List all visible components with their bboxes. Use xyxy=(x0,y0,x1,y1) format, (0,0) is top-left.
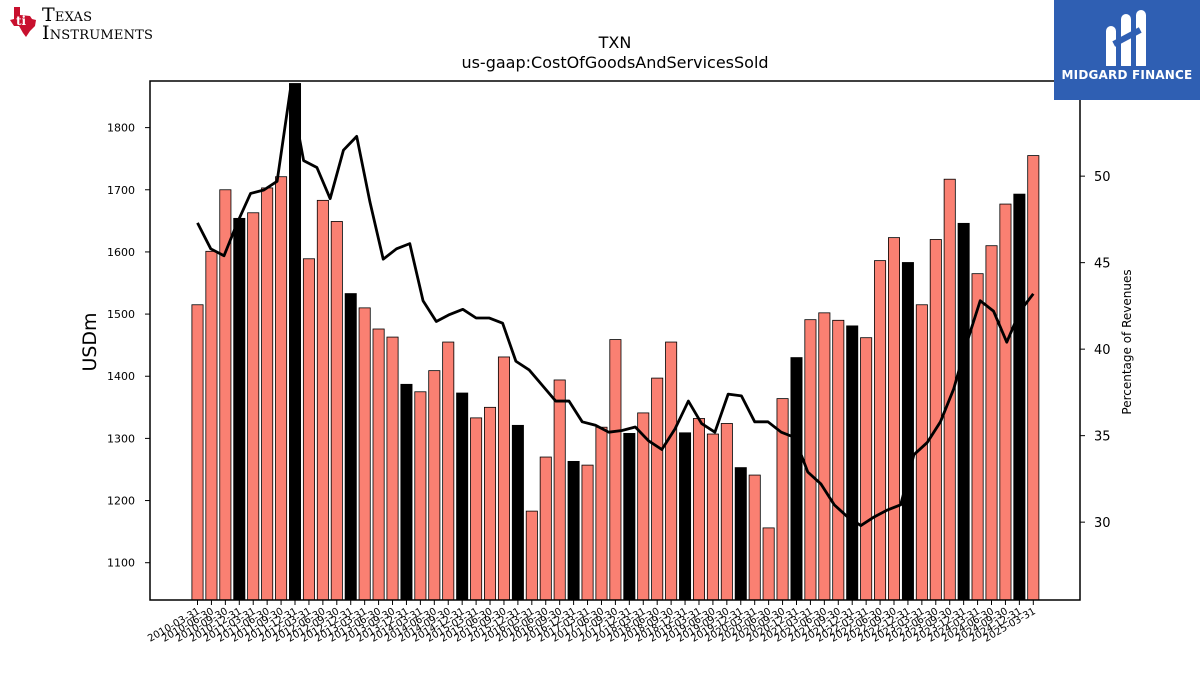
bar-12 xyxy=(358,307,371,601)
bar-37 xyxy=(706,433,719,601)
bar-18 xyxy=(442,341,455,601)
bar-35 xyxy=(679,432,692,601)
bar-55 xyxy=(957,222,970,601)
bar-36 xyxy=(692,418,705,601)
x-axis: 2010-03-312010-06-302010-09-302010-12-31… xyxy=(146,600,1038,645)
bar-3 xyxy=(233,217,246,601)
bar-34 xyxy=(665,341,678,601)
logo-line-1: Texas xyxy=(42,4,93,26)
y2-tick-label-2: 40 xyxy=(1094,343,1111,358)
bar-21 xyxy=(484,406,497,601)
y-tick-label-4: 1500 xyxy=(107,308,135,321)
svg-text:ti: ti xyxy=(16,14,27,28)
bar-24 xyxy=(525,510,538,601)
bar-0 xyxy=(191,304,204,601)
bar-9 xyxy=(316,199,329,601)
bar-47 xyxy=(846,325,859,601)
bar-60 xyxy=(1027,155,1040,601)
bar-59 xyxy=(1013,193,1026,601)
bar-7 xyxy=(289,83,302,601)
y2-axis-label: Percentage of Revenues xyxy=(1120,269,1134,414)
y-tick-label-0: 1100 xyxy=(107,557,135,570)
midgard-finance-wordmark: MIDGARD FINANCE xyxy=(1061,68,1193,82)
bar-45 xyxy=(818,312,831,601)
bar-30 xyxy=(609,339,622,601)
bar-15 xyxy=(400,383,413,601)
y2-tick-label-3: 45 xyxy=(1094,257,1111,272)
percentage-line xyxy=(196,88,1035,528)
y2-tick-label-1: 35 xyxy=(1094,430,1111,445)
bar-39 xyxy=(734,467,747,601)
texas-state-icon: ti xyxy=(10,7,36,37)
chart-title: TXN xyxy=(598,33,632,52)
bar-53 xyxy=(929,239,942,601)
chart-subtitle: us-gaap:CostOfGoodsAndServicesSold xyxy=(461,53,768,72)
y2-tick-label-4: 50 xyxy=(1094,170,1111,185)
bar-46 xyxy=(832,319,845,601)
bar-5 xyxy=(261,187,274,601)
y-axis-right: 303540455055 xyxy=(1080,84,1111,531)
bar-26 xyxy=(553,379,566,601)
bar-44 xyxy=(804,319,817,601)
bar-41 xyxy=(762,527,775,601)
bar-22 xyxy=(497,356,510,601)
bar-6 xyxy=(275,176,288,601)
y-tick-label-7: 1800 xyxy=(107,122,135,135)
bar-43 xyxy=(790,357,803,601)
y2-tick-label-0: 30 xyxy=(1094,516,1111,531)
y-tick-label-6: 1700 xyxy=(107,184,135,197)
bar-33 xyxy=(651,377,664,601)
bar-20 xyxy=(470,417,483,601)
y-axis-label: USDm xyxy=(79,312,101,371)
bar-8 xyxy=(302,258,315,601)
texas-instruments-logo: ti Texas Instruments xyxy=(8,4,154,44)
bar-58 xyxy=(999,203,1012,601)
bar-49 xyxy=(874,260,887,601)
midgard-finance-logo: MIDGARD FINANCE xyxy=(1054,0,1200,100)
bar-13 xyxy=(372,328,385,601)
bar-16 xyxy=(414,391,427,601)
bar-50 xyxy=(888,237,901,601)
bar-48 xyxy=(860,337,873,601)
y-tick-label-3: 1400 xyxy=(107,370,135,383)
bar-38 xyxy=(720,423,733,601)
bar-27 xyxy=(567,460,580,601)
bar-57 xyxy=(985,245,998,601)
bar-51 xyxy=(901,262,914,601)
bar-29 xyxy=(595,426,608,601)
y-tick-label-5: 1600 xyxy=(107,246,135,259)
bar-11 xyxy=(344,293,357,601)
bar-17 xyxy=(428,370,441,601)
bar-14 xyxy=(386,336,399,601)
bar-4 xyxy=(247,212,260,601)
logo-line-2: Instruments xyxy=(42,22,154,44)
y-tick-label-1: 1200 xyxy=(107,495,135,508)
bar-31 xyxy=(623,433,636,601)
y-tick-label-2: 1300 xyxy=(107,432,135,445)
bar-23 xyxy=(511,424,524,601)
bar-28 xyxy=(581,464,594,601)
bar-1 xyxy=(205,250,218,601)
bar-19 xyxy=(456,392,469,601)
midgard-emblem-icon xyxy=(1106,10,1146,70)
bar-10 xyxy=(330,221,343,601)
bar-40 xyxy=(748,474,761,601)
y-axis-left: 1100 1200 1300 1400 1500 1600 1700 1800 xyxy=(107,122,150,570)
bar-series xyxy=(191,83,1040,601)
bar-25 xyxy=(539,456,552,601)
